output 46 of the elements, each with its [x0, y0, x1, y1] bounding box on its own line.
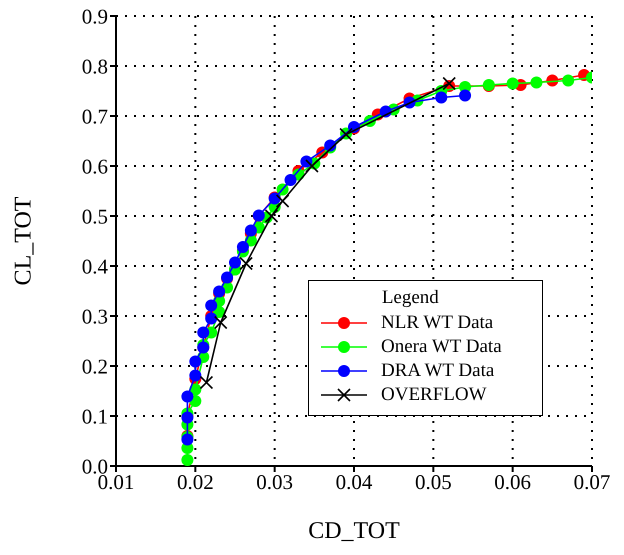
point [236, 241, 249, 253]
x-axis-title: CD_TOT [308, 518, 400, 544]
point [205, 300, 218, 312]
point [181, 390, 194, 402]
point [442, 76, 456, 90]
point [305, 159, 319, 173]
point [435, 92, 448, 104]
y-tick-label: 0.6 [82, 154, 108, 178]
point [530, 76, 542, 88]
point [214, 316, 228, 330]
point [197, 326, 210, 338]
legend-label: NLR WT Data [381, 311, 494, 335]
legend-title: Legend [380, 287, 440, 309]
y-tick-label: 0.2 [82, 354, 108, 378]
x-tick-label: 0.07 [574, 470, 610, 494]
point [506, 78, 519, 90]
x-tick-label: 0.04 [336, 470, 373, 494]
point [239, 256, 253, 270]
y-tick-label: 0.5 [82, 204, 108, 228]
legend-label: DRA WT Data [381, 359, 494, 383]
x-tick-label: 0.03 [256, 470, 294, 494]
y-axis-title: CL_TOT [10, 196, 37, 286]
x-tick-label: 0.02 [176, 470, 214, 494]
legend-label: OVERFLOW [381, 383, 487, 407]
legend-label: Onera WT Data [381, 335, 502, 359]
point [459, 90, 472, 102]
point [181, 454, 194, 466]
point [284, 174, 297, 186]
point [244, 224, 257, 236]
point [562, 74, 574, 86]
y-tick-label: 0.3 [82, 304, 108, 328]
point [229, 256, 241, 268]
y-tick-label: 0.4 [82, 254, 108, 278]
y-tick-label: 0.1 [82, 404, 108, 428]
point [189, 356, 202, 368]
point [200, 376, 214, 390]
point [276, 194, 290, 208]
point [205, 312, 218, 324]
x-tick-label: 0.05 [414, 470, 452, 494]
y-tick-label: 0.8 [82, 54, 108, 78]
point [181, 434, 194, 446]
point [189, 370, 202, 382]
point [264, 209, 278, 223]
y-tick-label: 0.7 [82, 104, 108, 128]
y-tick-label: 0.9 [82, 4, 108, 28]
x-tick-label: 0.06 [494, 470, 532, 494]
